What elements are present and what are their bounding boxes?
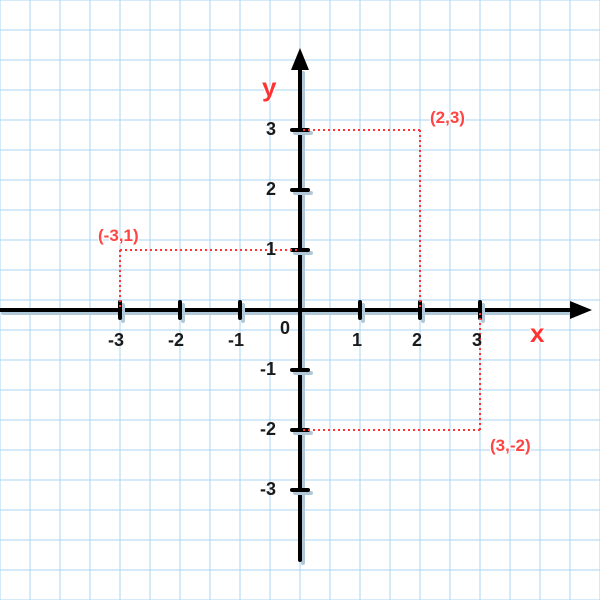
x-tick-label: -3	[108, 330, 124, 351]
x-tick-label: 2	[412, 330, 422, 351]
y-tick-label: -2	[260, 419, 276, 440]
chart-svg	[0, 0, 600, 600]
origin-label: 0	[280, 318, 290, 339]
x-tick-label: -2	[168, 330, 184, 351]
x-tick-label: 1	[352, 330, 362, 351]
point-label: (-3,1)	[98, 226, 139, 246]
point-label: (2,3)	[430, 108, 465, 128]
x-axis-label: x	[530, 318, 544, 349]
coordinate-plane-chart: y x 0 -3 -2 -1 1 2 3 -3 -2 -1 1 2 3 (2,3) (-3,1) (3,-2…	[0, 0, 600, 600]
y-axis-label: y	[262, 72, 276, 103]
y-tick-label: 2	[266, 179, 276, 200]
x-tick-label: -1	[228, 330, 244, 351]
y-tick-label: -1	[260, 359, 276, 380]
x-tick-label: 3	[472, 330, 482, 351]
y-tick-label: 1	[266, 239, 276, 260]
y-tick-label: -3	[260, 479, 276, 500]
point-label: (3,-2)	[490, 436, 531, 456]
y-tick-label: 3	[266, 119, 276, 140]
